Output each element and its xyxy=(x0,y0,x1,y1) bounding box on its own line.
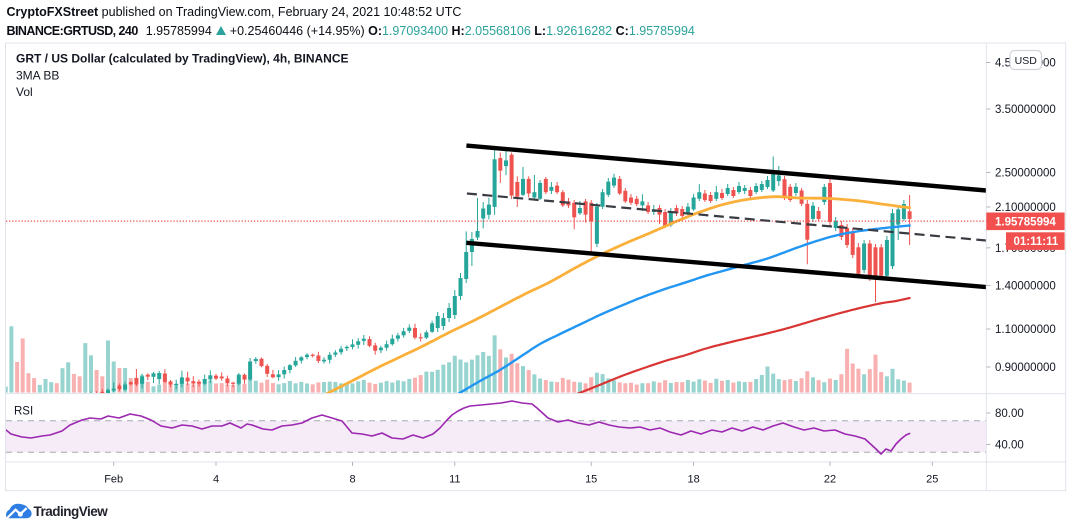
svg-text:0.90000000: 0.90000000 xyxy=(995,362,1056,374)
svg-text:18: 18 xyxy=(687,474,699,486)
svg-text:RSI: RSI xyxy=(14,405,33,417)
svg-text:TradingView: TradingView xyxy=(34,504,109,519)
svg-text:2.50000000: 2.50000000 xyxy=(995,168,1056,180)
svg-text:1.95785994: 1.95785994 xyxy=(995,216,1056,228)
svg-text:25: 25 xyxy=(926,474,938,486)
svg-text:4: 4 xyxy=(213,474,219,486)
svg-text:GRT / US Dollar (calculated by: GRT / US Dollar (calculated by TradingVi… xyxy=(16,51,349,65)
svg-text:22: 22 xyxy=(824,474,836,486)
svg-text:Vol: Vol xyxy=(16,85,33,99)
svg-text:40.00: 40.00 xyxy=(995,440,1024,452)
svg-text:1.10000000: 1.10000000 xyxy=(995,324,1056,336)
svg-text:USD: USD xyxy=(1015,55,1038,67)
svg-text:3MA BB: 3MA BB xyxy=(16,69,59,83)
svg-text:15: 15 xyxy=(585,474,597,486)
svg-text:11: 11 xyxy=(449,474,460,486)
svg-text:01:11:11: 01:11:11 xyxy=(1014,236,1059,248)
svg-text:80.00: 80.00 xyxy=(995,408,1024,420)
svg-text:1.40000000: 1.40000000 xyxy=(995,281,1056,293)
svg-text:Feb: Feb xyxy=(104,474,123,486)
svg-text:8: 8 xyxy=(349,474,355,486)
svg-text:2.10000000: 2.10000000 xyxy=(995,202,1056,214)
svg-text:3.50000000: 3.50000000 xyxy=(995,104,1056,116)
